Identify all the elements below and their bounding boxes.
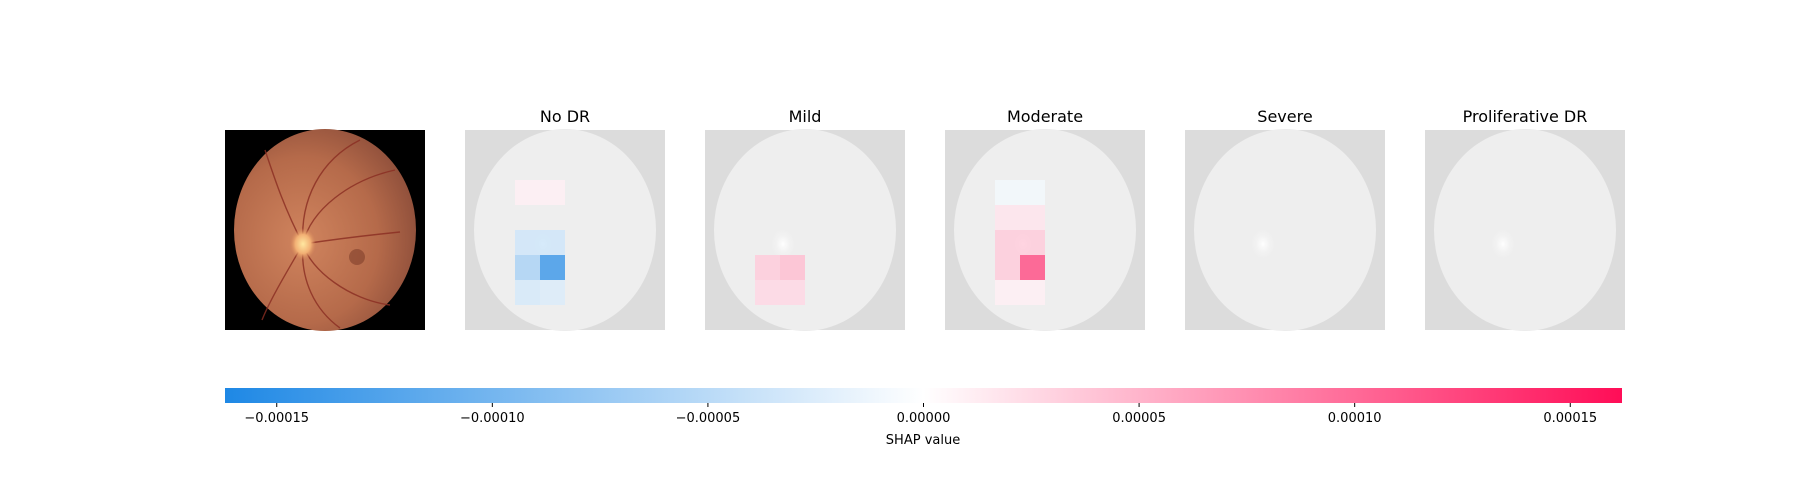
panel-title: No DR	[540, 107, 590, 126]
shap-cell	[780, 280, 805, 305]
shap-cell	[1020, 255, 1045, 280]
shap-cell	[755, 280, 780, 305]
panel-overlay	[465, 130, 665, 330]
panel-overlay	[1185, 130, 1385, 330]
retina-notch	[1108, 130, 1125, 152]
shap-cell	[515, 230, 540, 255]
panel-title: Moderate	[1007, 107, 1083, 126]
optic-disc	[1491, 229, 1515, 259]
shap-cell	[995, 205, 1020, 230]
shap-cell	[515, 180, 540, 205]
retina-notch	[1588, 130, 1605, 152]
shap-cell	[995, 255, 1020, 280]
panel-title: Severe	[1257, 107, 1312, 126]
colorbar-gradient	[225, 388, 1622, 403]
shap-cell	[755, 255, 780, 280]
panel-overlay	[705, 130, 905, 330]
retina-notch	[388, 130, 405, 152]
shap-panel: Mild	[705, 107, 905, 331]
shap-panel: Moderate	[945, 107, 1145, 331]
shap-cell	[1020, 180, 1045, 205]
optic-disc	[771, 229, 795, 259]
colorbar-tick-label: 0.00005	[1112, 411, 1166, 426]
shap-cell	[540, 255, 565, 280]
shap-cell	[995, 180, 1020, 205]
colorbar-tick-label: 0.00000	[897, 411, 951, 426]
colorbar-tick-label: 0.00010	[1328, 411, 1382, 426]
shap-cell	[540, 230, 565, 255]
retina-notch	[628, 130, 645, 152]
retina-notch	[868, 130, 885, 152]
shap-cell	[540, 180, 565, 205]
shap-cell	[1020, 280, 1045, 305]
colorbar-tick-label: −0.00015	[244, 411, 309, 426]
optic-disc	[290, 228, 316, 260]
colorbar-tick-label: −0.00010	[460, 411, 525, 426]
shap-cell	[515, 255, 540, 280]
shap-panel: No DR	[465, 107, 665, 331]
colorbar-label: SHAP value	[886, 433, 960, 448]
colorbar-tick-label: −0.00005	[676, 411, 741, 426]
grayscale-retina	[1434, 129, 1616, 331]
shap-cell	[1020, 230, 1045, 255]
shap-panel: Proliferative DR	[1425, 107, 1625, 331]
shap-cell	[995, 230, 1020, 255]
shap-cell	[780, 255, 805, 280]
grayscale-retina	[1194, 129, 1376, 331]
original-image-panel	[225, 129, 425, 331]
retina-notch	[1348, 130, 1365, 152]
shap-cell	[1020, 205, 1045, 230]
panel-overlay	[1425, 130, 1625, 330]
panel-title: Mild	[789, 107, 822, 126]
shap-cell	[995, 280, 1020, 305]
shap-cell	[515, 280, 540, 305]
shap-panels: No DR Mild Moderate Severe Proliferative DR	[465, 107, 1625, 331]
retina-fundus	[234, 129, 416, 331]
shap-panel: Severe	[1185, 107, 1385, 331]
macula	[349, 249, 365, 265]
panel-title: Proliferative DR	[1463, 107, 1588, 126]
colorbar: −0.00015 −0.00010 −0.00005 0.00000 0.00005 0.…	[225, 388, 1622, 448]
optic-disc	[1251, 229, 1275, 259]
colorbar-ticks: −0.00015 −0.00010 −0.00005 0.00000 0.00005 0.…	[244, 403, 1597, 426]
shap-cell	[540, 280, 565, 305]
panel-overlay	[945, 130, 1145, 330]
colorbar-tick-label: 0.00015	[1543, 411, 1597, 426]
